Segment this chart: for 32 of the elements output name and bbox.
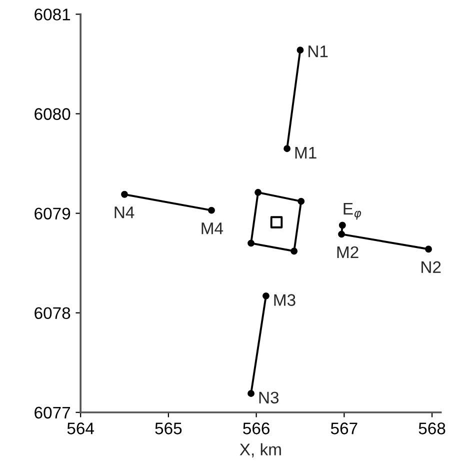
y-tick-label: 6080 xyxy=(34,108,70,120)
annotation: M2 xyxy=(337,246,358,258)
y-tick-label: 6081 xyxy=(34,8,70,20)
point xyxy=(270,216,283,228)
x-tick-label: 564 xyxy=(67,422,94,434)
point xyxy=(298,198,305,205)
point xyxy=(290,248,298,255)
point xyxy=(248,390,255,397)
point xyxy=(338,222,346,229)
x-tick-label: 568 xyxy=(418,422,446,434)
annotation: N3 xyxy=(259,392,279,404)
annotation: N4 xyxy=(114,206,134,218)
annotation: M3 xyxy=(274,294,296,306)
point xyxy=(284,145,291,152)
annotation: N2 xyxy=(422,261,441,273)
point xyxy=(296,46,304,54)
annotation: E$_{φ}$ xyxy=(344,203,362,220)
point xyxy=(425,246,432,253)
x-axis-title: X, km xyxy=(240,443,281,458)
y-tick-label: 6078 xyxy=(34,307,70,320)
annotation: N1 xyxy=(308,46,328,58)
x-tick-label: 566 xyxy=(243,422,270,434)
point xyxy=(121,190,128,198)
annotation: M4 xyxy=(202,222,224,234)
y-tick-label: 6077 xyxy=(34,406,70,419)
x-tick-label: 567 xyxy=(330,422,358,434)
point xyxy=(208,206,215,214)
annotation: M1 xyxy=(295,147,316,158)
y-tick-label: 6079 xyxy=(34,208,70,220)
x-tick-label: 565 xyxy=(155,422,182,434)
point xyxy=(262,292,270,300)
point xyxy=(338,230,346,238)
